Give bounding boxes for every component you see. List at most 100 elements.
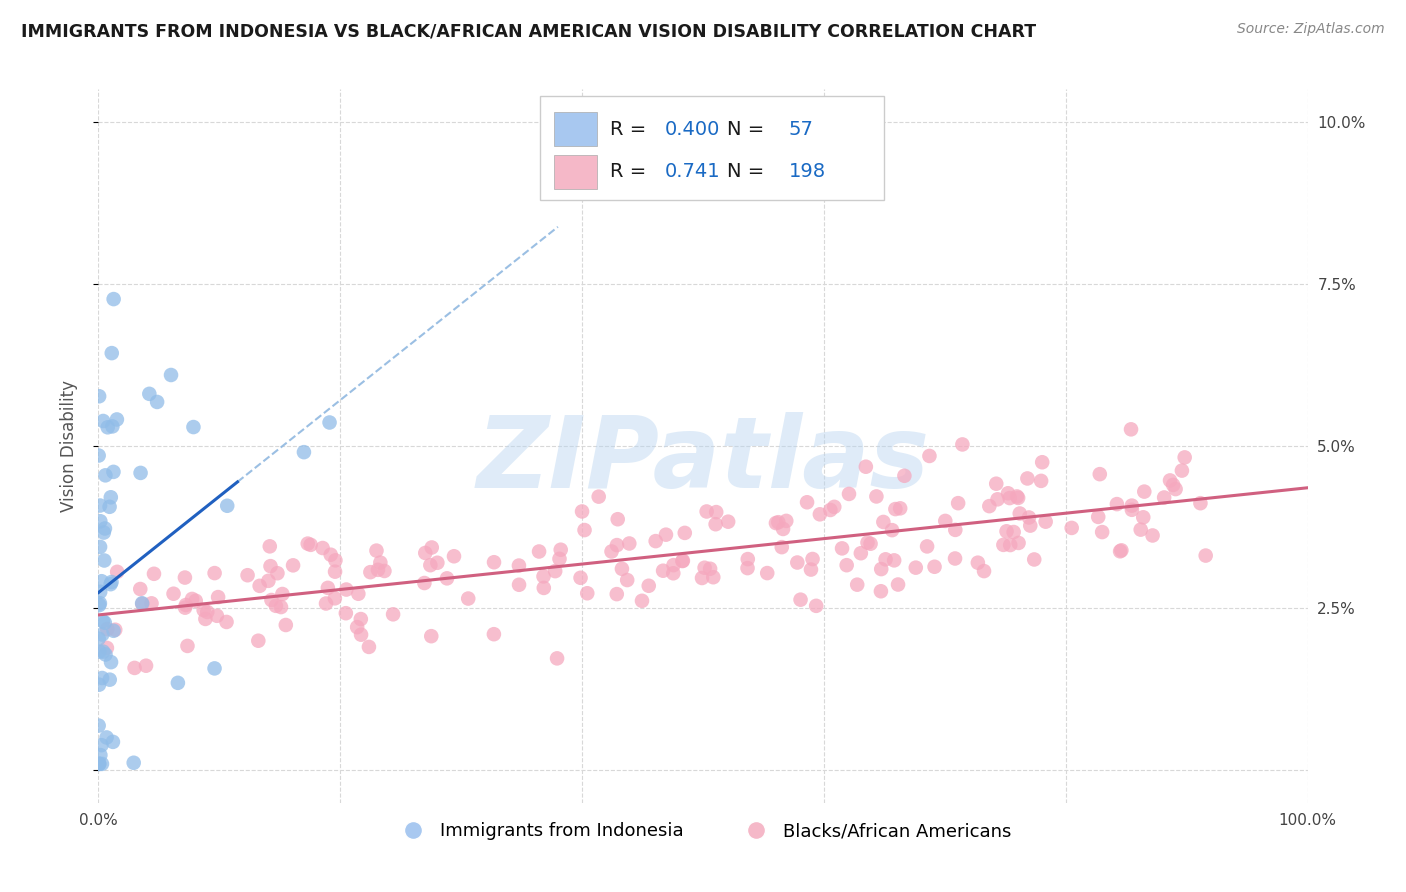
Point [183,420,205,434]
Point [1129,523,1152,537]
Point [550,542,572,557]
Point [887,577,910,591]
Point [87,718,110,732]
Point [100,346,122,360]
Point [835,558,858,573]
Point [693,560,716,574]
Point [143,566,166,581]
Point [373,564,395,578]
Point [101,735,124,749]
Point [413,546,436,560]
Point [370,556,392,570]
Point [1060,521,1083,535]
Point [1132,510,1154,524]
Point [1091,524,1114,539]
Point [865,490,887,504]
Point [631,594,654,608]
Point [249,579,271,593]
Point [413,576,436,591]
Point [924,559,946,574]
Point [856,535,879,549]
Point [1121,503,1143,517]
Point [357,640,380,654]
Point [998,491,1021,505]
Point [89,540,111,554]
Point [141,596,163,610]
Point [281,558,304,573]
Point [89,584,111,599]
Point [1000,538,1022,552]
Point [457,591,479,606]
Point [91,671,114,685]
Point [973,564,995,578]
Point [129,466,152,480]
Point [1002,524,1025,539]
Point [1105,497,1128,511]
Point [870,562,893,576]
Point [89,499,111,513]
Point [91,645,114,659]
Point [247,633,270,648]
Point [804,599,827,613]
Point [217,499,239,513]
Point [768,515,790,529]
Point [508,578,530,592]
Point [162,587,184,601]
Point [533,581,555,595]
Point [786,556,808,570]
Point [184,594,207,608]
Point [98,673,121,687]
Point [436,571,458,585]
Point [93,525,115,540]
Point [546,651,568,665]
Point [979,499,1001,513]
Point [98,500,121,514]
Point [94,648,117,662]
Point [89,756,111,771]
Point [367,563,389,577]
Text: ZIPatlas: ZIPatlas [477,412,929,508]
Point [266,566,288,581]
Point [934,514,956,528]
Point [1007,536,1029,550]
Point [89,514,111,528]
Point [419,558,441,573]
Point [672,554,695,568]
Point [204,661,226,675]
Point [346,620,368,634]
Point [482,627,505,641]
Point [527,544,550,558]
Point [571,504,593,518]
Point [884,502,907,516]
Point [259,559,281,574]
Point [420,629,443,643]
Point [859,537,882,551]
Point [702,570,724,584]
Point [100,574,122,589]
Point [1005,490,1028,504]
Point [662,558,685,573]
Point [880,523,903,537]
Point [846,577,869,591]
Point [420,541,443,555]
Point [569,571,592,585]
Point [1109,544,1132,558]
Point [323,565,346,579]
Text: N =: N = [727,120,770,138]
Point [176,639,198,653]
Point [704,517,727,532]
Point [588,490,610,504]
Point [315,597,337,611]
Text: N =: N = [727,162,770,181]
FancyBboxPatch shape [554,155,596,189]
Point [606,512,628,526]
Point [1121,499,1143,513]
Point [1018,510,1040,524]
Point [1087,509,1109,524]
Point [652,564,675,578]
Point [382,607,405,622]
Point [872,515,894,529]
Point [1142,528,1164,542]
Point [717,515,740,529]
Point [1171,464,1194,478]
